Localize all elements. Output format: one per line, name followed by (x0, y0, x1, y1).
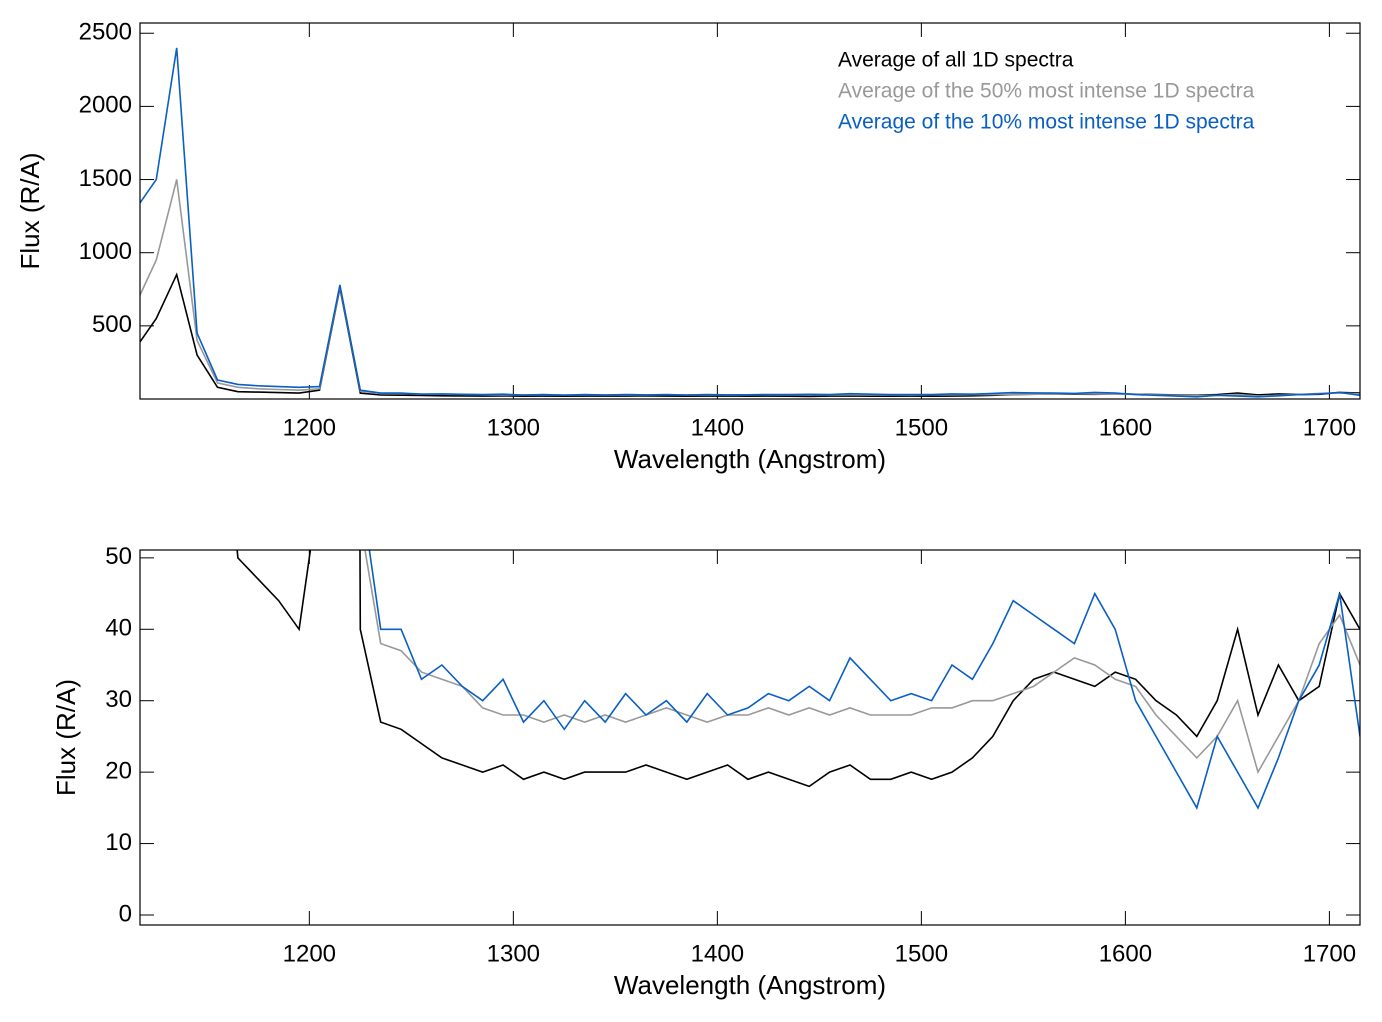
y-tick-label: 2000 (79, 92, 132, 119)
x-tick-label: 1400 (691, 940, 744, 967)
series-line (364, 550, 1360, 775)
x-tick-label: 1700 (1303, 940, 1356, 967)
series-line (140, 272, 1360, 398)
plot-area (236, 550, 1360, 810)
series-line (140, 47, 1360, 398)
plot-frame (139, 22, 1361, 400)
x-tick-label: 1400 (691, 414, 744, 441)
y-tick-label: 50 (105, 543, 132, 570)
y-tick-label: 10 (105, 829, 132, 856)
y-axis-title: Flux (R/A) (15, 153, 45, 270)
y-tick-label: 1000 (79, 238, 132, 265)
plot-area (140, 47, 1360, 398)
y-tick-label: 0 (119, 900, 132, 927)
x-axis-title: Wavelength (Angstrom) (614, 970, 886, 1000)
legend-entry: Average of all 1D spectra (838, 49, 1074, 72)
x-tick-label: 1300 (487, 414, 540, 441)
x-tick-label: 1300 (487, 940, 540, 967)
x-tick-label: 1500 (895, 414, 948, 441)
x-tick-label: 1600 (1099, 414, 1152, 441)
panel: 1200 1300 1400 1500 1600 1700 500 1000 1500 2000 2… (15, 19, 1361, 474)
y-tick-label: 40 (105, 615, 132, 642)
series-line (368, 550, 1360, 810)
x-tick-label: 1600 (1099, 940, 1152, 967)
legend-entry: Average of the 10% most intense 1D spect… (838, 111, 1255, 134)
series-line (236, 550, 1360, 788)
panel: 1200 1300 1400 1500 1600 1700 0 10 20 30 40 50 Wavel… (51, 543, 1361, 1000)
series-line (140, 179, 1360, 397)
y-tick-label: 500 (92, 311, 132, 338)
y-tick-label: 2500 (79, 19, 132, 46)
x-tick-label: 1200 (283, 414, 336, 441)
y-tick-label: 30 (105, 686, 132, 713)
y-tick-label: 20 (105, 757, 132, 784)
plot-frame (139, 549, 1361, 926)
x-tick-label: 1200 (283, 940, 336, 967)
x-tick-label: 1500 (895, 940, 948, 967)
legend-entry: Average of the 50% most intense 1D spect… (838, 80, 1255, 103)
y-tick-label: 1500 (79, 165, 132, 192)
x-axis-title: Wavelength (Angstrom) (614, 444, 886, 474)
x-tick-label: 1700 (1303, 414, 1356, 441)
y-axis-title: Flux (R/A) (51, 679, 81, 796)
